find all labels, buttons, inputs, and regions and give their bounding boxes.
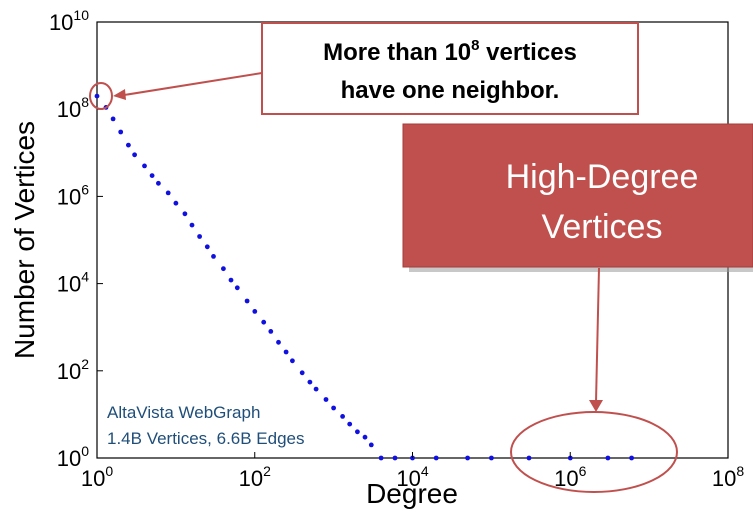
data-point-6 [142,163,147,169]
data-point-29 [323,397,329,402]
data-point-41 [489,455,494,461]
data-point-13 [197,234,203,239]
callout-line-2: have one neighbor. [341,77,560,104]
graph-note-stats: 1.4B Vertices, 6.6B Edges [107,429,305,448]
data-point-14 [204,244,210,250]
data-point-30 [331,405,336,411]
x-axis-ticks: 100 102 104 106 108 [81,452,744,491]
data-point-19 [244,298,250,304]
data-point-3 [118,129,124,135]
y-axis-label: Number of Vertices [9,121,40,359]
callout-box [261,22,639,115]
y-tick-label-1: 102 [57,356,89,384]
top-point-highlight [89,82,113,110]
high-degree-arrow-line [595,267,600,403]
data-point-35 [368,442,374,448]
data-point-12 [189,222,195,228]
high-degree-line-1: High-Degree [506,158,699,196]
x-tick-label-2: 104 [396,463,428,491]
data-point-22 [268,329,274,334]
y-tick-label-0: 100 [57,443,89,471]
data-point-34 [362,434,368,440]
y-tick-label-5: 1010 [49,7,89,35]
data-point-15 [211,254,216,259]
y-axis-ticks: 100 102 104 106 108 1010 [49,7,103,471]
data-point-17 [228,277,234,283]
scatter-points [94,93,634,461]
data-point-36 [378,455,384,461]
data-point-31 [340,414,345,419]
x-tick-label-0: 100 [81,463,113,491]
data-point-26 [299,370,305,376]
data-point-9 [165,190,171,196]
callout-line-1: More than 108 vertices [323,37,577,66]
data-point-39 [433,455,439,461]
data-point-40 [465,455,470,461]
callout-arrow-line [117,72,263,97]
y-tick-label-2: 104 [57,269,89,297]
data-point-21 [261,319,267,325]
data-point-0 [94,93,100,99]
data-point-7 [149,173,155,179]
data-point-5 [132,152,138,158]
data-point-16 [221,266,226,272]
data-point-25 [290,358,295,364]
callout-arrowhead [113,89,126,100]
data-point-24 [283,349,289,355]
x-tick-label-4: 108 [712,463,744,491]
data-point-45 [629,455,634,461]
high-degree-arrowhead [589,400,603,412]
graph-note-title: AltaVista WebGraph [107,403,260,422]
data-point-2 [110,116,116,122]
data-point-4 [125,142,131,148]
y-tick-label-3: 106 [57,181,89,209]
high-degree-line-2: Vertices [542,208,663,246]
high-degree-highlight [510,411,678,493]
data-point-20 [252,309,258,314]
x-tick-label-1: 102 [239,463,271,491]
data-point-11 [182,211,188,217]
x-tick-label-3: 106 [554,463,586,491]
data-point-37 [392,455,398,461]
y-tick-label-4: 108 [57,94,89,122]
data-point-10 [173,200,179,206]
data-point-32 [347,421,353,427]
data-point-42 [526,455,532,461]
data-point-18 [234,285,240,291]
data-point-27 [307,379,313,385]
data-point-33 [355,429,360,435]
x-axis-label: Degree [366,478,458,509]
data-point-44 [605,455,611,461]
data-point-8 [156,180,161,186]
high-degree-box [402,123,753,268]
data-point-23 [276,339,281,345]
data-point-28 [313,386,319,392]
